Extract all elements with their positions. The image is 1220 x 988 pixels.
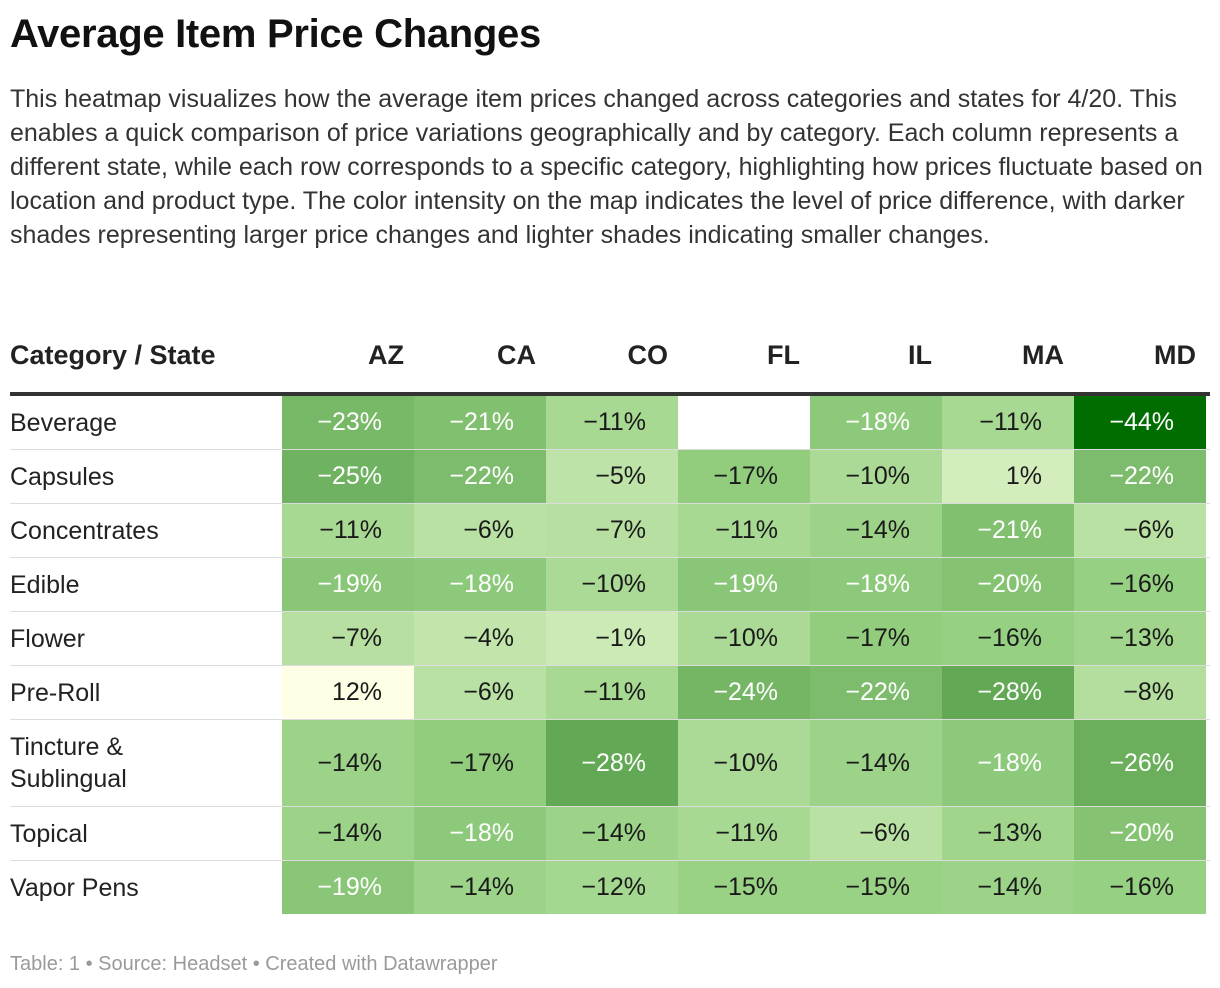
- heatmap-cell: −17%: [414, 720, 546, 806]
- heatmap-cell: −7%: [546, 504, 678, 557]
- table-body: Beverage −23% −21% −11% −18% −11% −44% Capsules…: [10, 396, 1210, 914]
- heatmap-cell: −28%: [546, 720, 678, 806]
- column-header-ma: MA: [1022, 340, 1064, 370]
- table-row: Concentrates −11% −6% −7% −11% −14% −21% −6%: [10, 504, 1210, 558]
- heatmap-cell: −7%: [282, 612, 414, 665]
- column-header-il: IL: [908, 340, 932, 370]
- heatmap-cell: −18%: [810, 396, 942, 449]
- heatmap-cell: −10%: [678, 720, 810, 806]
- heatmap-cell: −18%: [942, 720, 1074, 806]
- heatmap-cell: −6%: [414, 504, 546, 557]
- heatmap-cell: −1%: [546, 612, 678, 665]
- table-row: Beverage −23% −21% −11% −18% −11% −44%: [10, 396, 1210, 450]
- heatmap-table: Category / State AZ CA CO FL IL MA MD Beverage…: [10, 330, 1210, 914]
- heatmap-cell: −22%: [1074, 450, 1206, 503]
- heatmap-cell: −5%: [546, 450, 678, 503]
- heatmap-cell: −17%: [810, 612, 942, 665]
- heatmap-cell: −14%: [282, 807, 414, 860]
- heatmap-cell: −10%: [678, 612, 810, 665]
- row-label: Vapor Pens: [10, 873, 139, 902]
- row-label: Beverage: [10, 408, 118, 437]
- heatmap-cell: −20%: [942, 558, 1074, 611]
- heatmap-cell: −44%: [1074, 396, 1206, 449]
- table-row: Pre-Roll 12% −6% −11% −24% −22% −28% −8%: [10, 666, 1210, 720]
- row-label: Topical: [10, 819, 88, 848]
- heatmap-cell: −11%: [678, 807, 810, 860]
- heatmap-cell: −19%: [282, 861, 414, 914]
- footer-note: Table: 1 • Source: Headset • Created wit…: [10, 953, 498, 975]
- heatmap-cell: 12%: [282, 666, 414, 719]
- heatmap-cell: −14%: [810, 720, 942, 806]
- heatmap-cell: −14%: [414, 861, 546, 914]
- page-title: Average Item Price Changes: [10, 12, 541, 56]
- row-label: Concentrates: [10, 516, 159, 545]
- heatmap-cell: 1%: [942, 450, 1074, 503]
- heatmap-cell: −10%: [810, 450, 942, 503]
- heatmap-cell: −21%: [942, 504, 1074, 557]
- heatmap-cell: [678, 396, 810, 449]
- column-header-md: MD: [1154, 340, 1196, 370]
- heatmap-cell: −21%: [414, 396, 546, 449]
- table-row: Topical −14% −18% −14% −11% −6% −13% −20%: [10, 807, 1210, 861]
- row-label: Tincture & Sublingual: [10, 733, 127, 793]
- row-label: Flower: [10, 624, 86, 653]
- heatmap-cell: −14%: [810, 504, 942, 557]
- heatmap-cell: −18%: [414, 558, 546, 611]
- heatmap-cell: −15%: [810, 861, 942, 914]
- heatmap-cell: −16%: [1074, 558, 1206, 611]
- chart-description: This heatmap visualizes how the average …: [10, 85, 1203, 249]
- heatmap-cell: −11%: [546, 396, 678, 449]
- heatmap-cell: −25%: [282, 450, 414, 503]
- table-row: Tincture & Sublingual −14% −17% −28% −10% −14…: [10, 720, 1210, 807]
- row-label: Edible: [10, 570, 80, 599]
- heatmap-cell: −19%: [282, 558, 414, 611]
- heatmap-cell: −15%: [678, 861, 810, 914]
- heatmap-cell: −26%: [1074, 720, 1206, 806]
- heatmap-cell: −11%: [678, 504, 810, 557]
- heatmap-cell: −11%: [942, 396, 1074, 449]
- heatmap-cell: −22%: [414, 450, 546, 503]
- heatmap-cell: −24%: [678, 666, 810, 719]
- heatmap-cell: −20%: [1074, 807, 1206, 860]
- heatmap-cell: −13%: [942, 807, 1074, 860]
- corner-label: Category / State: [10, 340, 216, 370]
- heatmap-cell: −14%: [546, 807, 678, 860]
- heatmap-cell: −11%: [282, 504, 414, 557]
- column-header-az: AZ: [368, 340, 404, 370]
- table-row: Capsules −25% −22% −5% −17% −10% 1% −22%: [10, 450, 1210, 504]
- heatmap-cell: −4%: [414, 612, 546, 665]
- heatmap-cell: −6%: [1074, 504, 1206, 557]
- heatmap-cell: −18%: [810, 558, 942, 611]
- heatmap-cell: −6%: [810, 807, 942, 860]
- heatmap-cell: −8%: [1074, 666, 1206, 719]
- column-header-ca: CA: [497, 340, 536, 370]
- table-row: Flower −7% −4% −1% −10% −17% −16% −13%: [10, 612, 1210, 666]
- heatmap-cell: −23%: [282, 396, 414, 449]
- heatmap-cell: −14%: [942, 861, 1074, 914]
- column-header-fl: FL: [767, 340, 800, 370]
- heatmap-cell: −13%: [1074, 612, 1206, 665]
- heatmap-cell: −18%: [414, 807, 546, 860]
- table-row: Edible −19% −18% −10% −19% −18% −20% −16%: [10, 558, 1210, 612]
- heatmap-cell: −16%: [1074, 861, 1206, 914]
- heatmap-cell: −11%: [546, 666, 678, 719]
- table-header: Category / State AZ CA CO FL IL MA MD: [10, 330, 1210, 396]
- row-label: Capsules: [10, 462, 115, 491]
- heatmap-cell: −14%: [282, 720, 414, 806]
- heatmap-cell: −28%: [942, 666, 1074, 719]
- heatmap-cell: −10%: [546, 558, 678, 611]
- heatmap-cell: −17%: [678, 450, 810, 503]
- column-header-co: CO: [627, 340, 669, 370]
- heatmap-cell: −22%: [810, 666, 942, 719]
- heatmap-cell: −6%: [414, 666, 546, 719]
- row-label: Pre-Roll: [10, 678, 101, 707]
- heatmap-cell: −19%: [678, 558, 810, 611]
- heatmap-cell: −16%: [942, 612, 1074, 665]
- table-row: Vapor Pens −19% −14% −12% −15% −15% −14% −16%: [10, 861, 1210, 914]
- heatmap-cell: −12%: [546, 861, 678, 914]
